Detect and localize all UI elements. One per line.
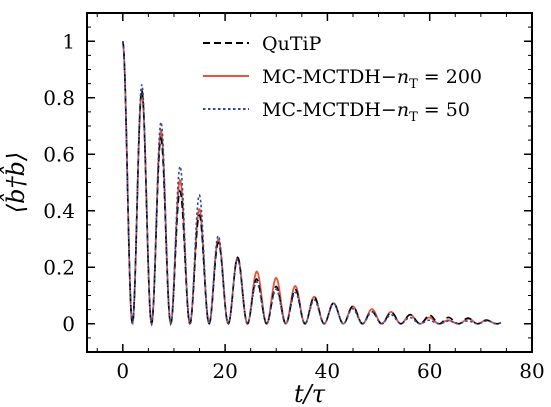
legend: QuTiP MC-MCTDH−nT = 200 MC-MCTDH−nT = 50 <box>203 33 482 125</box>
x-tick-label: 60 <box>417 359 442 383</box>
x-tick-label: 20 <box>212 359 237 383</box>
legend-entry: MC-MCTDH−nT = 200 <box>262 66 482 92</box>
y-tick-label: 0.2 <box>43 255 75 279</box>
x-axis-label: t/τ <box>294 380 326 407</box>
series-line-2 <box>122 41 502 327</box>
y-tick-label: 0 <box>62 312 75 336</box>
x-tick-label: 80 <box>519 359 544 383</box>
series-layer <box>121 41 502 327</box>
tick-layer: 0 20 40 60 80 0 0.2 0.4 0.6 0.8 1 <box>43 12 545 383</box>
y-tick-label: 0.8 <box>43 86 75 110</box>
legend-entry: MC-MCTDH−nT = 50 <box>262 99 470 125</box>
y-tick-label: 0.6 <box>43 142 75 166</box>
y-tick-label: 1 <box>62 29 75 53</box>
legend-entry: QuTiP <box>262 33 322 55</box>
x-tick-label: 0 <box>116 359 129 383</box>
y-axis-label: ⟨b̂†b̂⟩ <box>0 152 30 213</box>
x-tick-label: 40 <box>315 359 340 383</box>
y-tick-label: 0.4 <box>43 199 75 223</box>
